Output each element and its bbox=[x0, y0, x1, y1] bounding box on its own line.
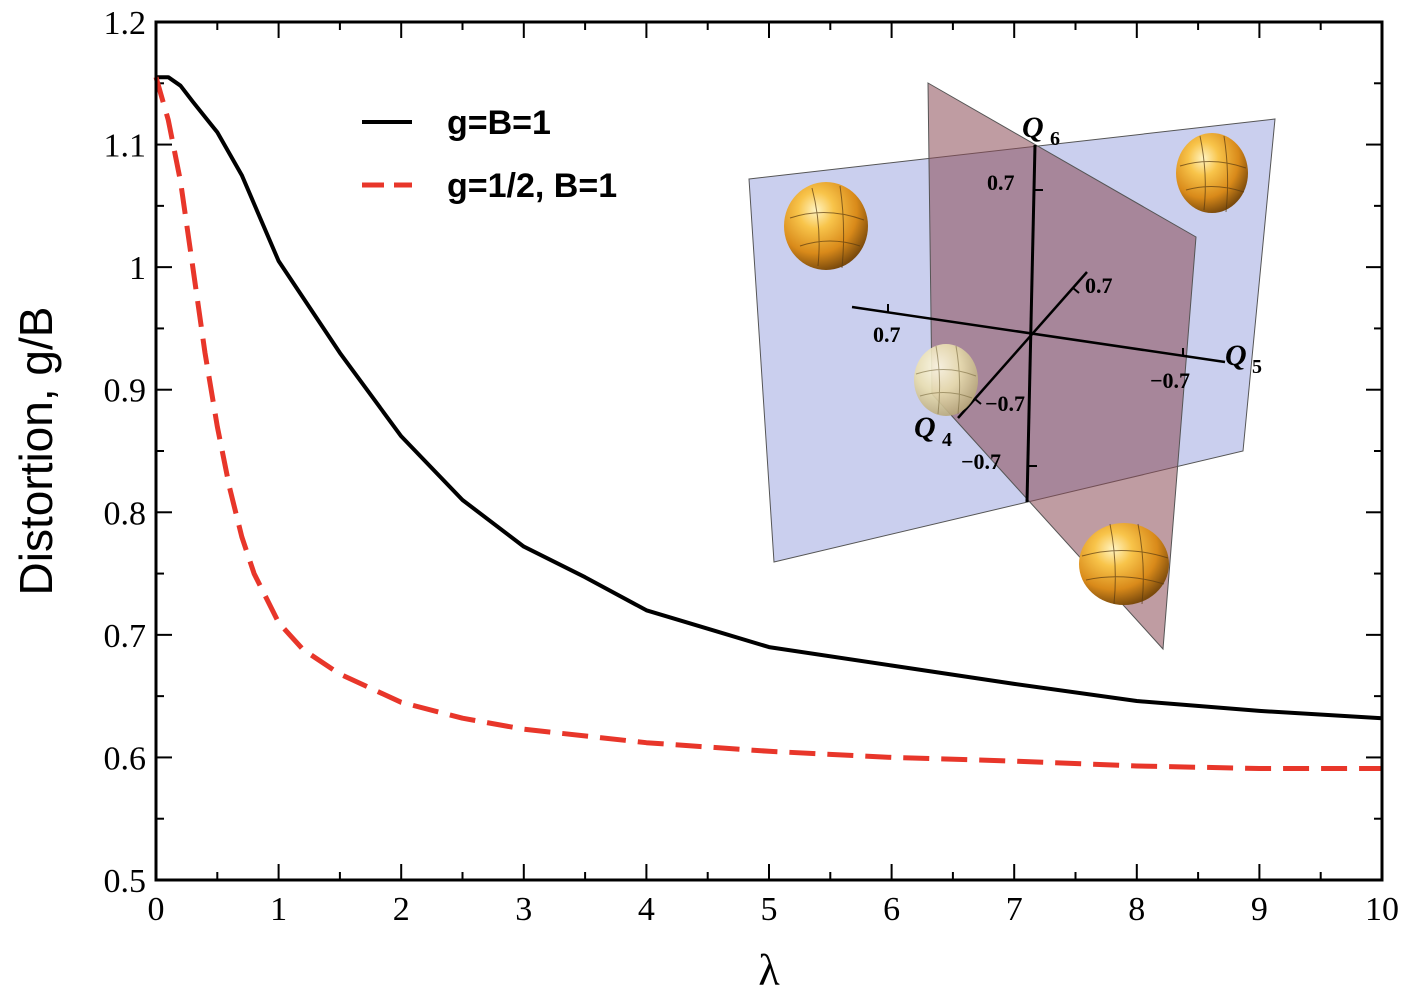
x-tick-label: 2 bbox=[393, 891, 410, 928]
axis-ticks: 0 1 2 3 4 5 6 7 8 9 10 0.5 0.6 0.7 0.8 0.9 1 1.1 1.2 bbox=[104, 5, 1400, 928]
y-tick-label: 0.9 bbox=[104, 373, 147, 410]
inset-q5-label: Q bbox=[1225, 339, 1247, 372]
inset-tick-label: −0.7 bbox=[985, 391, 1025, 416]
legend-label-series-1: g=B=1 bbox=[447, 104, 551, 142]
inset-tick bbox=[1072, 287, 1080, 294]
y-tick-label: 1.1 bbox=[104, 128, 147, 165]
inset-tick-label: 0.7 bbox=[873, 322, 901, 347]
x-tick-label: 3 bbox=[515, 891, 532, 928]
inset-sphere bbox=[1176, 133, 1248, 213]
y-tick-label: 1 bbox=[129, 250, 146, 287]
legend-label-series-2: g=1/2, B=1 bbox=[447, 167, 617, 205]
inset-tick-label: 0.7 bbox=[987, 170, 1015, 195]
inset-maroon-plane bbox=[927, 82, 1197, 651]
inset-q4-subscript: 4 bbox=[942, 429, 952, 451]
x-tick-label: 6 bbox=[883, 891, 900, 928]
inset-tick bbox=[974, 398, 982, 405]
inset-q6-subscript: 6 bbox=[1050, 128, 1060, 150]
y-axis-label: Distortion, g/B bbox=[10, 307, 62, 596]
inset-q6-label: Q bbox=[1022, 111, 1044, 144]
inset-3d-diagram: Q 6 Q 5 Q 4 0.7 0.7 0.7 −0.7 −0.7 −0.7 bbox=[748, 82, 1276, 651]
x-tick-label: 10 bbox=[1365, 891, 1399, 928]
series-lines bbox=[153, 75, 1383, 771]
inset-sphere bbox=[1079, 523, 1169, 605]
x-tick-label: 7 bbox=[1006, 891, 1023, 928]
inset-axis-q5 bbox=[851, 305, 1226, 364]
inset-sphere bbox=[784, 182, 868, 270]
legend: g=B=1 g=1/2, B=1 bbox=[362, 104, 617, 205]
inset-q5-subscript: 5 bbox=[1252, 356, 1262, 378]
y-tick-label: 0.5 bbox=[104, 863, 147, 900]
inset-axis-q4 bbox=[957, 271, 1088, 419]
inset-q4-label: Q bbox=[914, 411, 936, 444]
series-line-1 bbox=[156, 75, 1383, 721]
x-tick-label: 4 bbox=[638, 891, 655, 928]
x-tick-label: 1 bbox=[270, 891, 287, 928]
y-tick-label: 0.8 bbox=[104, 495, 147, 532]
x-tick-label: 8 bbox=[1128, 891, 1145, 928]
series-line-2 bbox=[153, 76, 1382, 771]
inset-sphere bbox=[914, 344, 978, 416]
inset-tick-label: −0.7 bbox=[1150, 368, 1190, 393]
y-tick-label: 1.2 bbox=[104, 5, 147, 42]
y-tick-label: 0.6 bbox=[104, 740, 147, 777]
inset-tick-label: −0.7 bbox=[961, 449, 1001, 474]
plot-frame bbox=[154, 20, 1384, 882]
y-tick-label: 0.7 bbox=[104, 618, 147, 655]
x-axis-label: λ bbox=[758, 946, 780, 994]
inset-axis-q6 bbox=[1025, 144, 1037, 503]
inset-tick-label: 0.7 bbox=[1085, 273, 1113, 298]
x-tick-label: 5 bbox=[761, 891, 778, 928]
x-tick-label: 0 bbox=[148, 891, 165, 928]
x-tick-label: 9 bbox=[1251, 891, 1268, 928]
